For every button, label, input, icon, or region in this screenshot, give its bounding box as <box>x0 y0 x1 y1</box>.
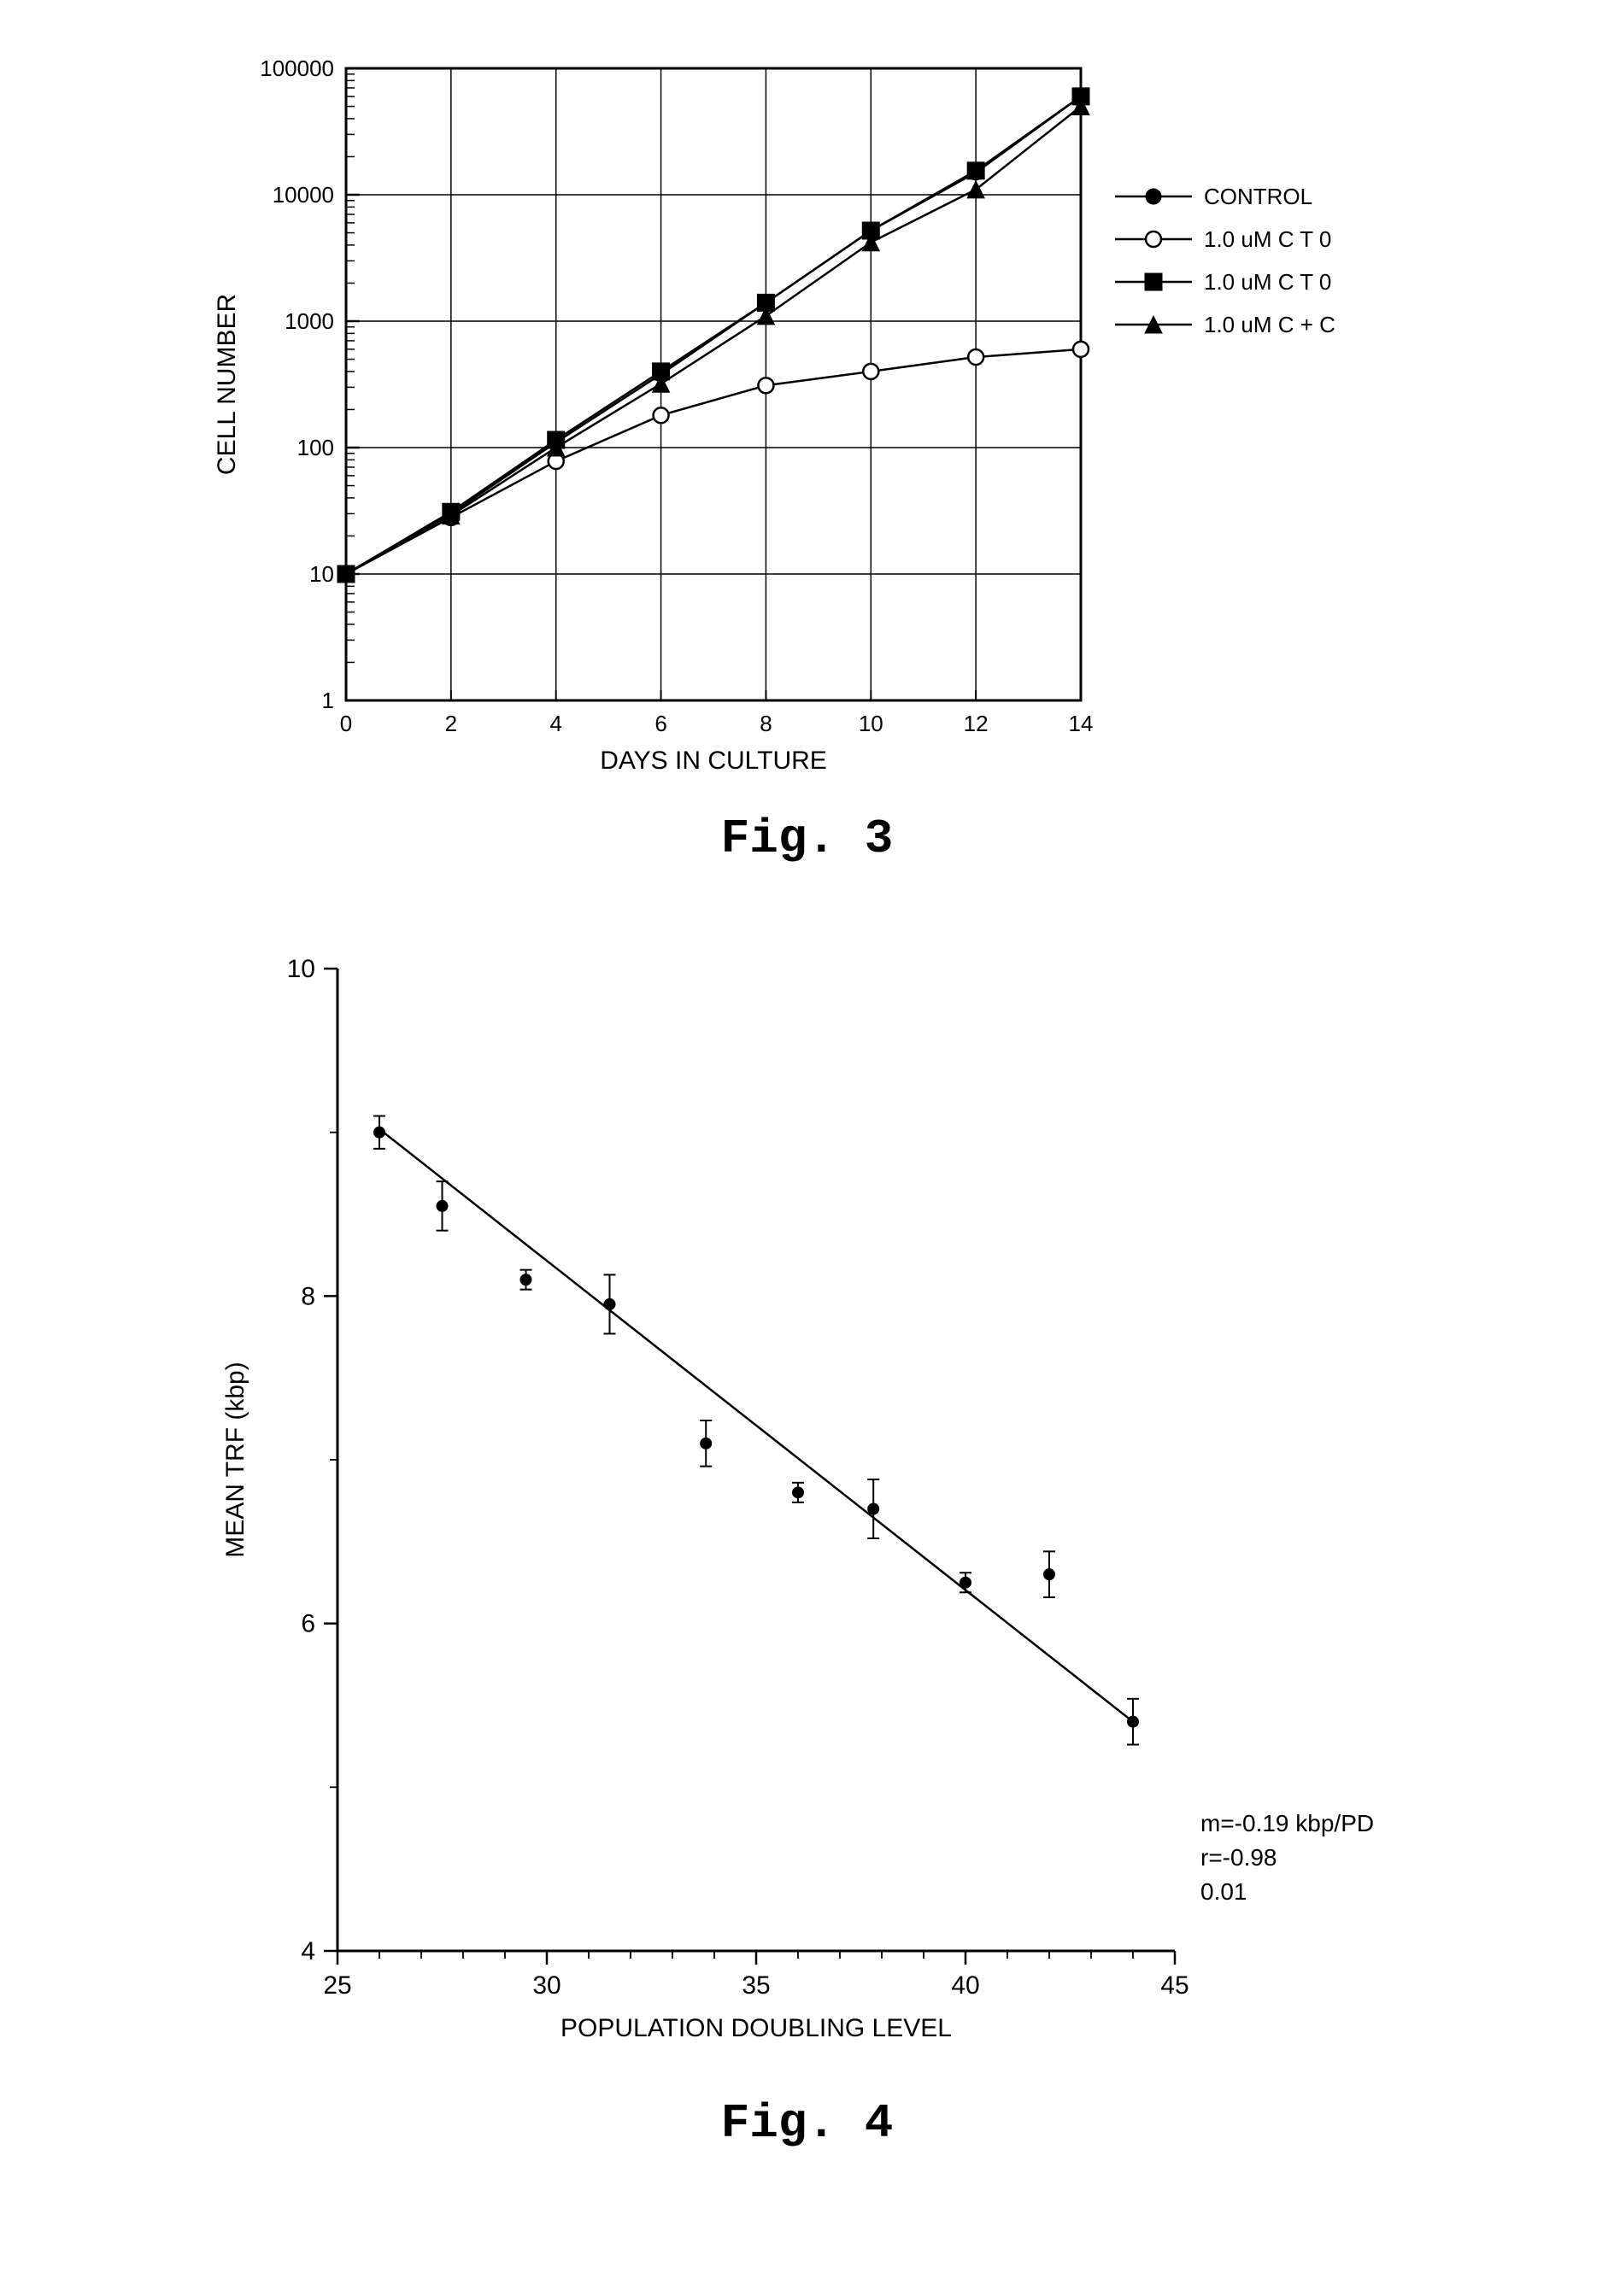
svg-text:0: 0 <box>339 711 351 736</box>
figure-4-title: Fig. 4 <box>167 2096 1448 2151</box>
figure-4-chart: 25 30 35 40 45 4 6 8 10 POPULATION DOUBLING LEVEL… <box>167 934 1448 2088</box>
svg-text:2: 2 <box>444 711 456 736</box>
svg-text:6: 6 <box>654 711 666 736</box>
svg-text:1: 1 <box>321 688 333 713</box>
svg-text:12: 12 <box>963 711 988 736</box>
svg-text:100: 100 <box>296 435 333 460</box>
svg-text:4: 4 <box>301 1937 315 1965</box>
svg-text:r=-0.98: r=-0.98 <box>1200 1844 1277 1871</box>
svg-text:35: 35 <box>742 1971 770 2000</box>
figure-3-chart: 1 10 100 1000 10000 100000 0 2 4 6 8 10 12 14 DAYS IN … <box>167 34 1448 803</box>
svg-text:40: 40 <box>951 1971 979 2000</box>
figure-3-title: Fig. 3 <box>167 811 1448 866</box>
svg-text:10: 10 <box>858 711 883 736</box>
svg-text:DAYS IN CULTURE: DAYS IN CULTURE <box>600 747 827 775</box>
page-container: 1 10 100 1000 10000 100000 0 2 4 6 8 10 12 14 DAYS IN … <box>0 34 1614 2151</box>
svg-text:8: 8 <box>301 1282 315 1310</box>
svg-text:25: 25 <box>323 1971 351 2000</box>
svg-text:1.0 uM C T 0: 1.0 uM C T 0 <box>1204 226 1331 252</box>
svg-text:1.0 uM C T 0: 1.0 uM C T 0 <box>1204 269 1331 295</box>
svg-text:10000: 10000 <box>272 182 333 208</box>
svg-text:1000: 1000 <box>285 308 334 334</box>
figure-3-wrapper: 1 10 100 1000 10000 100000 0 2 4 6 8 10 12 14 DAYS IN … <box>167 34 1448 866</box>
svg-text:45: 45 <box>1160 1971 1188 2000</box>
svg-text:POPULATION DOUBLING LEVEL: POPULATION DOUBLING LEVEL <box>560 2014 952 2042</box>
svg-text:CONTROL: CONTROL <box>1204 184 1312 209</box>
svg-text:10: 10 <box>309 561 334 587</box>
svg-text:100000: 100000 <box>260 56 334 81</box>
svg-text:CELL NUMBER: CELL NUMBER <box>213 294 241 475</box>
svg-text:m=-0.19 kbp/PD: m=-0.19 kbp/PD <box>1200 1810 1374 1836</box>
svg-text:4: 4 <box>549 711 561 736</box>
svg-text:14: 14 <box>1068 711 1093 736</box>
svg-text:0.01: 0.01 <box>1200 1878 1247 1905</box>
svg-text:8: 8 <box>760 711 772 736</box>
svg-text:MEAN TRF (kbp): MEAN TRF (kbp) <box>221 1362 249 1557</box>
svg-text:6: 6 <box>301 1610 315 1638</box>
svg-text:30: 30 <box>532 1971 560 2000</box>
svg-text:1.0 uM C + C: 1.0 uM C + C <box>1204 312 1335 337</box>
figure-4-wrapper: 25 30 35 40 45 4 6 8 10 POPULATION DOUBLING LEVEL… <box>167 934 1448 2151</box>
svg-text:10: 10 <box>286 955 314 983</box>
